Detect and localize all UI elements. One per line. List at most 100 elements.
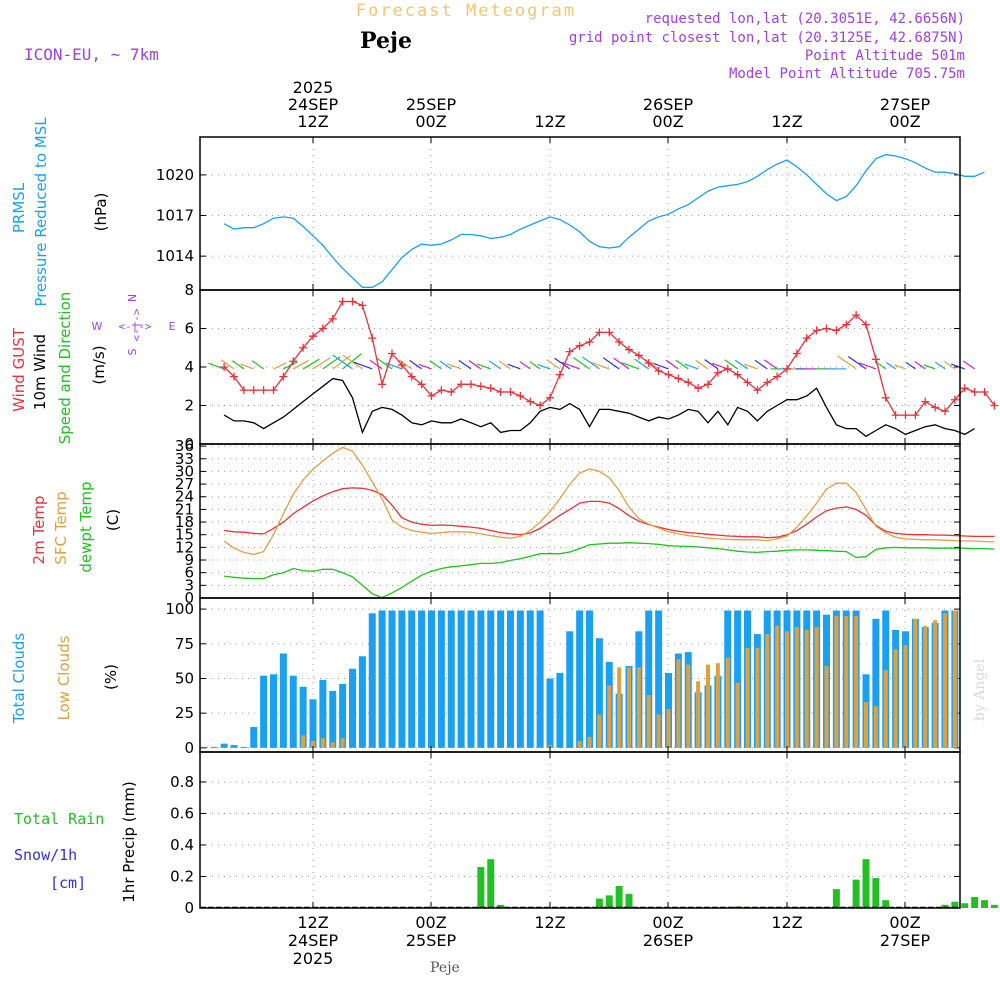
wind-arrow xyxy=(905,361,916,370)
wind-arrow xyxy=(951,363,965,370)
total-cloud-bar xyxy=(507,610,514,748)
gust-marker xyxy=(783,364,791,373)
precip-tick-label: 0.2 xyxy=(170,867,194,885)
total-cloud-bar xyxy=(734,610,742,748)
wind-direction-arrows xyxy=(208,353,975,370)
gust-marker xyxy=(812,326,821,335)
pressure-tick-label: 1020 xyxy=(156,166,194,184)
wind-arrow xyxy=(894,364,906,370)
temp-series-line xyxy=(223,446,995,556)
wind-arrow xyxy=(488,360,501,370)
gust-marker xyxy=(269,386,278,395)
precipitation-panel: 0 0.2 0.4 0.6 0.8 xyxy=(170,751,998,917)
low-cloud-bar xyxy=(676,659,681,748)
rain-bar xyxy=(971,896,979,908)
gust-marker xyxy=(792,349,801,358)
compass-arrows-horizontal: <-|-> xyxy=(118,320,151,333)
compass-rose: N S W E <-|-> <-|-> xyxy=(92,294,176,356)
low-cloud-bar xyxy=(755,647,760,748)
gust-marker xyxy=(763,378,772,387)
wind-arrow xyxy=(537,363,551,370)
gust-marker xyxy=(239,386,248,395)
gust-marker xyxy=(546,393,554,402)
gust-marker xyxy=(644,359,653,368)
temp-tick-label: 9 xyxy=(184,551,194,569)
low-cloud-bar xyxy=(923,625,928,748)
gust-marker xyxy=(536,401,545,410)
gust-marker xyxy=(713,368,722,377)
gust-marker xyxy=(950,395,959,404)
total-cloud-bar xyxy=(230,745,238,748)
wind-arrow xyxy=(546,359,561,370)
gust-marker xyxy=(259,386,268,395)
gust-marker xyxy=(832,326,841,335)
gust-marker xyxy=(733,370,742,379)
total-cloud-bar xyxy=(576,610,584,748)
gust-marker xyxy=(467,380,475,389)
pressure-label-msl: Pressure Reduced to MSL xyxy=(32,117,50,307)
temp-tick-label: 0 xyxy=(184,589,194,607)
total-cloud-bar xyxy=(319,679,327,748)
gust-marker xyxy=(585,337,594,346)
compass-north: N xyxy=(126,294,139,302)
wind-arrow xyxy=(208,362,225,370)
top-date-26sep: 26SEP xyxy=(643,95,694,114)
temp-tick-label: 15 xyxy=(175,526,194,544)
wind-arrow xyxy=(498,360,511,370)
top-year-label: 2025 xyxy=(293,78,334,97)
wind-arrow xyxy=(273,362,287,370)
total-cloud-bar xyxy=(437,610,445,748)
wind-tick-label: 0 xyxy=(184,435,194,453)
rain-bar xyxy=(961,903,969,908)
low-cloud-bar xyxy=(933,620,938,748)
gust-marker xyxy=(358,301,367,310)
temp-tick-label: 21 xyxy=(175,500,194,518)
wind-arrow xyxy=(847,356,867,370)
wind-arrow xyxy=(886,361,896,370)
gust-marker xyxy=(318,324,327,333)
low-cloud-bar xyxy=(715,663,720,748)
gust-marker xyxy=(694,384,703,393)
model-label: ICON-EU, ~ 7km xyxy=(24,45,159,64)
rain-bar xyxy=(625,893,633,908)
wind-unit: (m/s) xyxy=(90,345,108,384)
precip-tick-label: 0.8 xyxy=(170,773,194,791)
total-cloud-bar xyxy=(260,675,268,748)
wind-arrow xyxy=(458,359,472,370)
wind-arrow xyxy=(468,360,482,370)
top-hour-label: 12Z xyxy=(534,112,565,131)
low-cloud-bar xyxy=(686,664,691,748)
bottom-hour-label: 00Z xyxy=(889,913,920,932)
top-date-25sep: 25SEP xyxy=(406,95,457,114)
temp-series-line xyxy=(224,542,995,599)
gust-marker xyxy=(881,393,890,402)
rain-bar xyxy=(862,859,870,908)
low-cloud-bar xyxy=(765,634,770,748)
gust-marker xyxy=(437,386,446,395)
gust-marker xyxy=(941,407,949,416)
total-cloud-bar xyxy=(329,690,337,748)
total-cloud-bar xyxy=(447,610,455,748)
gust-marker xyxy=(447,388,456,397)
temp-frame xyxy=(199,443,961,599)
low-cloud-bar xyxy=(725,657,730,748)
gust-marker xyxy=(852,311,861,320)
gust-marker xyxy=(704,380,712,389)
bottom-date-25sep: 25SEP xyxy=(406,931,457,950)
temp-tick-label: 24 xyxy=(175,488,194,506)
low-cloud-bar xyxy=(696,681,701,748)
total-cloud-bar xyxy=(240,746,248,748)
wind-arrow xyxy=(332,354,353,370)
total-cloud-bar xyxy=(388,610,396,748)
gust-marker xyxy=(417,380,426,389)
temp-tick-label: 27 xyxy=(175,475,194,493)
gust-marker xyxy=(457,380,466,389)
wind-arrow xyxy=(675,359,689,370)
pressure-unit: (hPa) xyxy=(92,193,110,232)
temp-tick-label: 3 xyxy=(184,576,194,594)
wind-tick-label: 2 xyxy=(184,397,194,415)
clouds-tick-label: 75 xyxy=(175,635,194,653)
gust-marker xyxy=(595,328,604,337)
low-cloud-bar xyxy=(952,610,957,748)
gust-marker xyxy=(960,384,969,393)
